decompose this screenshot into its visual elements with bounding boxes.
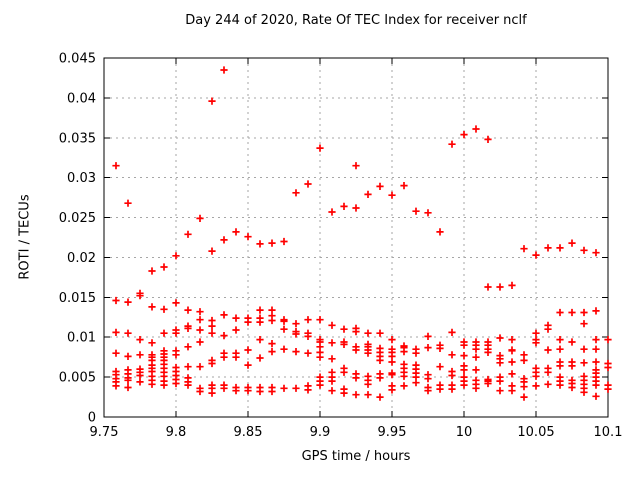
x-tick-label: 9.95 xyxy=(378,425,407,440)
y-tick-label: 0.015 xyxy=(59,291,96,306)
y-tick-label: 0.005 xyxy=(59,371,96,386)
y-tick-label: 0 xyxy=(88,411,96,426)
y-tick-label: 0.035 xyxy=(59,131,96,146)
chart-title: Day 244 of 2020, Rate Of TEC Index for r… xyxy=(185,13,527,28)
x-axis-label: GPS time / hours xyxy=(301,449,411,464)
x-tick-label: 9.8 xyxy=(166,425,187,440)
x-tick-label: 9.75 xyxy=(90,425,119,440)
plot-border xyxy=(103,57,609,418)
x-tick-label: 10.1 xyxy=(594,425,623,440)
y-tick-label: 0.025 xyxy=(59,211,96,226)
y-tick-label: 0.02 xyxy=(67,251,96,266)
x-tick-label: 10 xyxy=(456,425,473,440)
y-tick-label: 0.04 xyxy=(67,91,96,106)
y-tick-label: 0.03 xyxy=(67,171,96,186)
grid-lines xyxy=(104,58,608,417)
axis-ticks xyxy=(103,57,609,418)
x-tick-label: 9.9 xyxy=(310,425,331,440)
y-tick-label: 0.01 xyxy=(67,331,96,346)
x-tick-label: 10.05 xyxy=(517,425,554,440)
y-tick-label: 0.045 xyxy=(59,52,96,67)
data-point-markers xyxy=(112,66,612,401)
x-tick-label: 9.85 xyxy=(234,425,263,440)
